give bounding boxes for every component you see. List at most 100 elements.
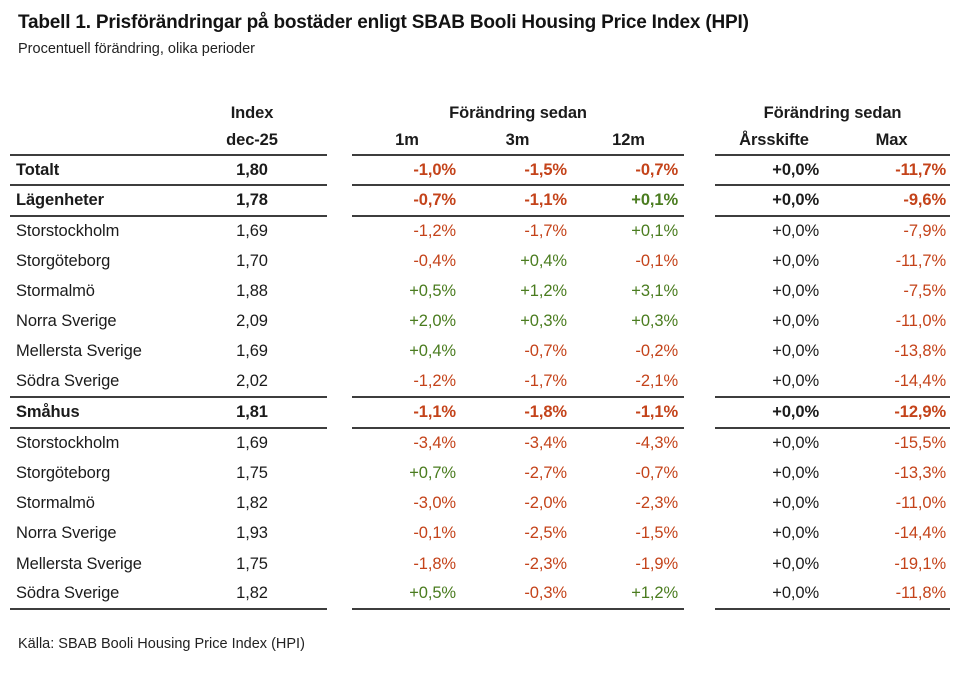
change-1m: -1,8% [413,554,456,573]
change-max: -11,8% [833,579,951,611]
change-3m: +1,2% [520,281,567,300]
column-gap [684,127,715,155]
change-1m: -1,2% [413,221,456,240]
index-value: 1,81 [195,397,327,429]
change-max: -7,9% [903,221,947,240]
table-row: Storstockholm 1,69 -3,4% -3,4% -4,3% +0,0% -15… [10,428,950,458]
column-gap [327,458,352,488]
index-value: 1,93 [236,524,268,543]
change-12m: +0,1% [631,221,679,240]
index-value: 1,69 [236,342,268,361]
column-gap [684,549,715,579]
header-change-right: Förändring sedan [763,103,902,122]
change-12m: -1,5% [635,524,679,543]
change-ytd: +0,0% [772,433,820,452]
change-max: -15,5% [894,433,947,452]
column-gap [327,488,352,518]
change-12m: -2,3% [635,493,679,512]
change-3m: -0,7% [524,342,567,361]
index-value: 1,75 [236,463,268,482]
change-1m: -3,4% [413,433,456,452]
table-row: Stormalmö 1,88 +0,5% +1,2% +3,1% +0,0% -7,5% [10,276,950,306]
change-max: -14,4% [833,367,951,399]
change-3m: -2,5% [524,524,567,543]
change-max: -9,6% [833,185,951,217]
table-row: Mellersta Sverige 1,75 -1,8% -2,3% -1,9% +0,0… [10,549,950,579]
change-ytd: +0,0% [772,463,820,482]
column-gap [684,276,715,306]
header-column-row: dec-25 1m 3m 12m Årsskifte Max [10,127,951,156]
column-gap [684,337,715,367]
change-ytd: +0,0% [772,493,820,512]
change-12m: -0,1% [635,251,679,270]
row-name: Storstockholm [16,221,120,240]
row-name: Storstockholm [16,433,120,452]
change-12m: -0,7% [635,463,679,482]
header-3m: 3m [462,127,573,156]
table-row: Norra Sverige 1,93 -0,1% -2,5% -1,5% +0,0% -14… [10,519,950,549]
column-gap [327,519,352,549]
change-12m: -1,9% [635,554,679,573]
change-3m: -2,3% [524,554,567,573]
column-gap [327,549,352,579]
change-3m: -1,8% [462,397,573,429]
change-max: -7,5% [903,281,947,300]
change-ytd: +0,0% [772,281,820,300]
column-gap [684,397,715,427]
change-ytd: +0,0% [772,524,820,543]
header-spacer [10,127,195,156]
change-1m: +0,5% [409,281,456,300]
header-group-row: Index Förändring sedan Förändring sedan [10,99,950,127]
header-spacer [10,99,195,127]
column-gap [684,579,715,609]
change-3m: -2,7% [524,463,567,482]
table-row: Södra Sverige 2,02 -1,2% -1,7% -2,1% +0,0% -14… [10,367,951,399]
change-ytd: +0,0% [772,554,820,573]
table-row: Stormalmö 1,82 -3,0% -2,0% -2,3% +0,0% -11,0% [10,488,950,518]
change-1m: +0,5% [352,579,462,611]
column-gap [327,306,352,336]
change-ytd: +0,0% [772,221,820,240]
change-1m: -0,7% [352,185,462,217]
index-value: 1,82 [195,579,327,611]
column-gap [684,488,715,518]
change-max: -14,4% [894,524,947,543]
header-index-bottom: dec-25 [195,127,327,156]
change-3m: +0,3% [520,312,567,331]
row-name: Storgöteborg [16,463,111,482]
index-value: 1,69 [236,433,268,452]
table-row: Storstockholm 1,69 -1,2% -1,7% +0,1% +0,0% -7,… [10,216,950,246]
change-1m: -1,1% [352,397,462,429]
change-1m: +2,0% [409,312,456,331]
change-max: -11,7% [895,251,947,270]
column-gap [684,458,715,488]
column-gap [684,367,715,397]
header-index-top: Index [230,103,274,122]
change-12m: -4,3% [635,433,679,452]
row-name: Storgöteborg [16,251,111,270]
table-row: Totalt 1,80 -1,0% -1,5% -0,7% +0,0% -11,7% [10,155,951,187]
source-note: Källa: SBAB Booli Housing Price Index (H… [18,636,305,653]
column-gap [684,519,715,549]
change-1m: -1,0% [352,155,462,187]
change-1m: +0,4% [409,342,456,361]
header-max: Max [833,127,951,156]
header-arsskifte: Årsskifte [715,127,834,156]
table-row: Lägenheter 1,78 -0,7% -1,1% +0,1% +0,0% -9,6% [10,185,951,217]
header-12m: 12m [573,127,685,156]
page-title: Tabell 1. Prisförändringar på bostäder e… [18,12,749,33]
change-12m: +0,1% [573,185,685,217]
change-3m: -1,1% [462,185,573,217]
change-12m: -1,1% [573,397,685,429]
index-value: 1,82 [236,493,268,512]
change-max: -11,0% [895,312,947,331]
column-gap [327,579,352,609]
change-12m: -2,1% [573,367,685,399]
change-1m: -0,4% [413,251,456,270]
index-value: 1,78 [195,185,327,217]
change-ytd: +0,0% [715,397,834,429]
index-value: 2,02 [195,367,327,399]
change-12m: -0,7% [573,155,685,187]
column-gap [327,216,352,246]
table-row: Storgöteborg 1,75 +0,7% -2,7% -0,7% +0,0% -13,… [10,458,950,488]
